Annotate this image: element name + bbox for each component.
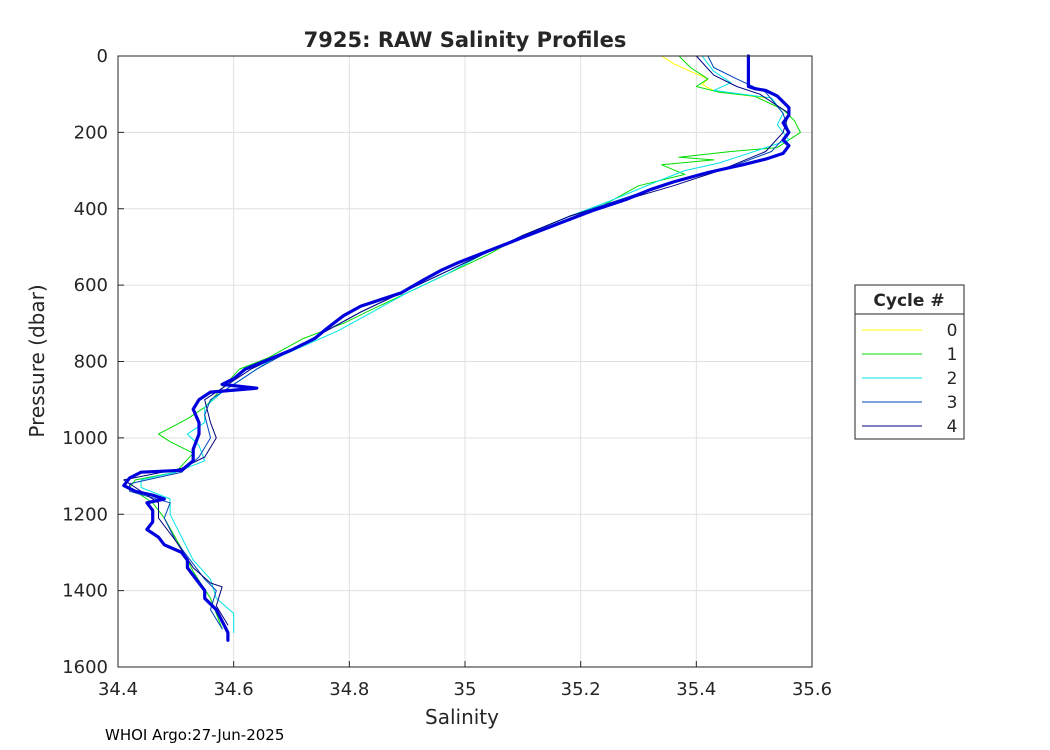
x-tick-label: 35.2: [561, 679, 601, 700]
x-axis-label: Salinity: [425, 705, 499, 729]
legend-label-cycle-1: 1: [947, 345, 958, 365]
y-tick-label: 1000: [62, 428, 108, 449]
series-layer: [122, 54, 801, 642]
x-tick-label: 35.6: [792, 679, 832, 700]
y-tick-label: 1200: [62, 504, 108, 525]
footer-credit: WHOI Argo:27-Jun-2025: [105, 726, 285, 744]
legend-label-cycle-4: 4: [947, 417, 958, 437]
x-tick-label: 34.4: [98, 679, 138, 700]
legend-label-cycle-3: 3: [947, 393, 958, 413]
x-tick-label: 35.4: [676, 679, 716, 700]
y-tick-label: 600: [74, 275, 108, 296]
legend-entries: 0 1 2 3 4: [862, 321, 957, 437]
legend-title: Cycle #: [873, 291, 944, 311]
legend-box: [854, 284, 965, 440]
y-tick-label: 400: [74, 199, 108, 220]
y-tick-label: 200: [74, 122, 108, 143]
x-tick-label: 34.8: [329, 679, 369, 700]
legend-label-cycle-2: 2: [947, 369, 958, 389]
chart-title: 7925: RAW Salinity Profiles: [304, 28, 627, 52]
y-axis-label: Pressure (dbar): [25, 284, 49, 437]
y-tick-label: 1600: [62, 657, 108, 678]
y-tick-label: 800: [74, 352, 108, 373]
x-tick-label: 35: [454, 679, 477, 700]
y-tick-label: 1400: [62, 581, 108, 602]
series-line-latest: [122, 54, 791, 642]
y-tick-label: 0: [97, 46, 108, 67]
tick-layer: 34.4 34.6 34.8 35 35.2 35.4 35.6 0 200 400 600 800 1…: [62, 46, 832, 700]
legend: Cycle # 0 1 2 3 4: [854, 284, 965, 440]
legend-label-cycle-0: 0: [947, 321, 958, 341]
x-tick-label: 34.6: [214, 679, 254, 700]
